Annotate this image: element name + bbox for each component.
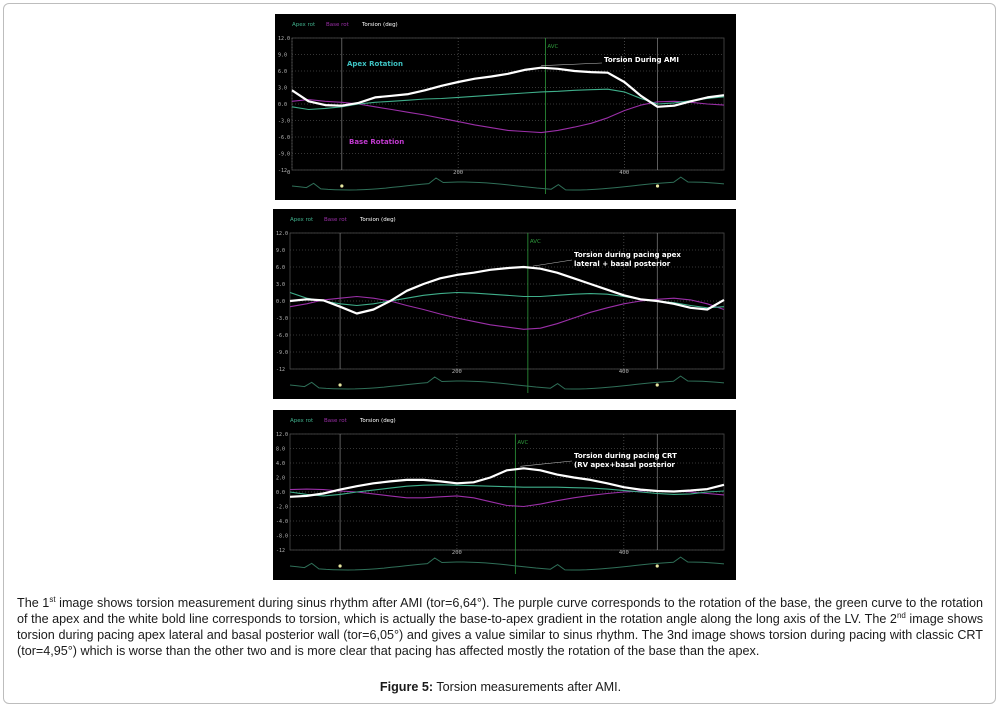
legend-entry: Torsion (deg): [359, 418, 396, 424]
ecg-marker-dot: [655, 564, 659, 568]
y-tick-label: 12.0: [276, 432, 288, 438]
y-tick-label: -8.0: [276, 534, 288, 540]
y-tick-label: -12: [276, 367, 285, 373]
x-tick-label: 200: [453, 170, 463, 176]
x-tick-label: 400: [619, 170, 629, 176]
figure-title-text: Torsion measurements after AMI.: [436, 680, 622, 694]
y-tick-label: 3.0: [276, 282, 285, 288]
y-tick-label: 0.0: [278, 102, 287, 108]
legend-entry: Torsion (deg): [361, 22, 398, 28]
series-line-torsion: [291, 66, 725, 108]
y-tick-label: -3.0: [278, 119, 290, 125]
chart-svg-2: Apex rot Base rot Torsion (deg) 12.0 9.0 6.0 3…: [276, 217, 725, 393]
figure-title: Figure 5: Torsion measurements after AMI…: [0, 680, 1001, 694]
ecg-marker-dot: [655, 383, 659, 387]
ecg-marker-dot: [338, 564, 342, 568]
ecg-marker-dot: [340, 184, 344, 188]
y-tick-label: 2.0: [276, 476, 285, 482]
y-tick-label: -12: [278, 168, 287, 174]
y-tick-label: 8.0: [276, 447, 285, 453]
legend-entry: Apex rot: [292, 22, 316, 28]
legend-entry: Apex rot: [290, 418, 314, 424]
x-tick-label: 0: [287, 170, 290, 176]
legend-entry: Torsion (deg): [359, 217, 396, 223]
y-tick-label: 9.0: [276, 248, 285, 254]
avc-label: AVC: [530, 239, 541, 245]
series-line-torsion: [289, 467, 725, 498]
x-tick-label: 400: [619, 369, 629, 375]
caption-sup-2: nd: [896, 610, 906, 620]
legend-entry: Apex rot: [290, 217, 314, 223]
y-tick-label: 4.0: [276, 461, 285, 467]
annotation-label: lateral + basal posterior: [574, 260, 671, 268]
legend-entry: Base rot: [324, 418, 348, 424]
ecg-trace: [289, 375, 725, 390]
ecg-trace: [291, 176, 725, 191]
y-tick-label: 6.0: [278, 69, 287, 75]
caption-text-2: image shows torsion measurement during s…: [17, 596, 983, 626]
annotation-label: Apex Rotation: [347, 60, 403, 68]
series-line-apex: [289, 291, 725, 309]
annotation-leader: [520, 460, 573, 467]
y-tick-label: -2.0: [276, 505, 288, 511]
x-tick-label: 400: [619, 550, 629, 556]
y-tick-label: 3.0: [278, 86, 287, 92]
annotation-label: Base Rotation: [349, 138, 404, 146]
y-tick-label: -6.0: [276, 333, 288, 339]
torsion-chart-pacing-apex: Apex rot Base rot Torsion (deg) 12.0 9.0 6.0 3…: [273, 209, 736, 399]
annotation-leader: [541, 62, 603, 66]
caption-sup-1: st: [49, 594, 56, 604]
ecg-marker-dot: [338, 383, 342, 387]
y-tick-label: 0.0: [276, 299, 285, 305]
y-tick-label: 6.0: [276, 265, 285, 271]
legend-entry: Base rot: [326, 22, 350, 28]
y-tick-label: 12.0: [276, 231, 288, 237]
y-tick-label: 9.0: [278, 53, 287, 59]
y-tick-label: -9.0: [278, 152, 290, 158]
y-tick-label: -12: [276, 548, 285, 554]
y-tick-label: -9.0: [276, 350, 288, 356]
chart-svg-3: Apex rot Base rot Torsion (deg) 12.0 8.0 4.0 2…: [276, 418, 725, 574]
caption-text-1: The 1: [17, 596, 50, 610]
figure-caption: The 1st image shows torsion measurement …: [17, 595, 983, 659]
annotation-leader: [532, 259, 573, 267]
legend-entry: Base rot: [324, 217, 348, 223]
chart-svg-1: Apex rot Base rot Torsion (deg) 12.0 9.0 6.0 3…: [278, 22, 725, 194]
x-tick-label: 200: [452, 369, 462, 375]
series-line-apex: [289, 484, 725, 497]
x-tick-label: 200: [452, 550, 462, 556]
annotation-label: Torsion During AMI: [604, 56, 679, 64]
ecg-trace: [289, 556, 725, 571]
ecg-marker-dot: [655, 184, 660, 188]
figure-label: Figure 5:: [379, 680, 434, 694]
annotation-label: Torsion during pacing apex: [574, 251, 681, 259]
avc-label: AVC: [547, 44, 558, 50]
y-tick-label: 12.0: [278, 36, 290, 42]
torsion-chart-pacing-crt: Apex rot Base rot Torsion (deg) 12.0 8.0 4.0 2…: [273, 410, 736, 580]
torsion-chart-sinus: Apex rot Base rot Torsion (deg) 12.0 9.0 6.0 3…: [275, 14, 736, 200]
y-tick-label: 0.0: [276, 490, 285, 496]
caption-text-3: image shows torsion during pacing apex l…: [17, 612, 983, 658]
y-tick-label: -4.0: [276, 519, 288, 525]
annotation-label: (RV apex+basal posterior: [574, 461, 676, 469]
annotation-label: Torsion during pacing CRT: [574, 452, 677, 460]
y-tick-label: -6.0: [278, 135, 290, 141]
avc-label: AVC: [517, 440, 528, 446]
series-line-torsion: [289, 265, 725, 315]
figure-frame: [3, 3, 996, 704]
y-tick-label: -3.0: [276, 316, 288, 322]
